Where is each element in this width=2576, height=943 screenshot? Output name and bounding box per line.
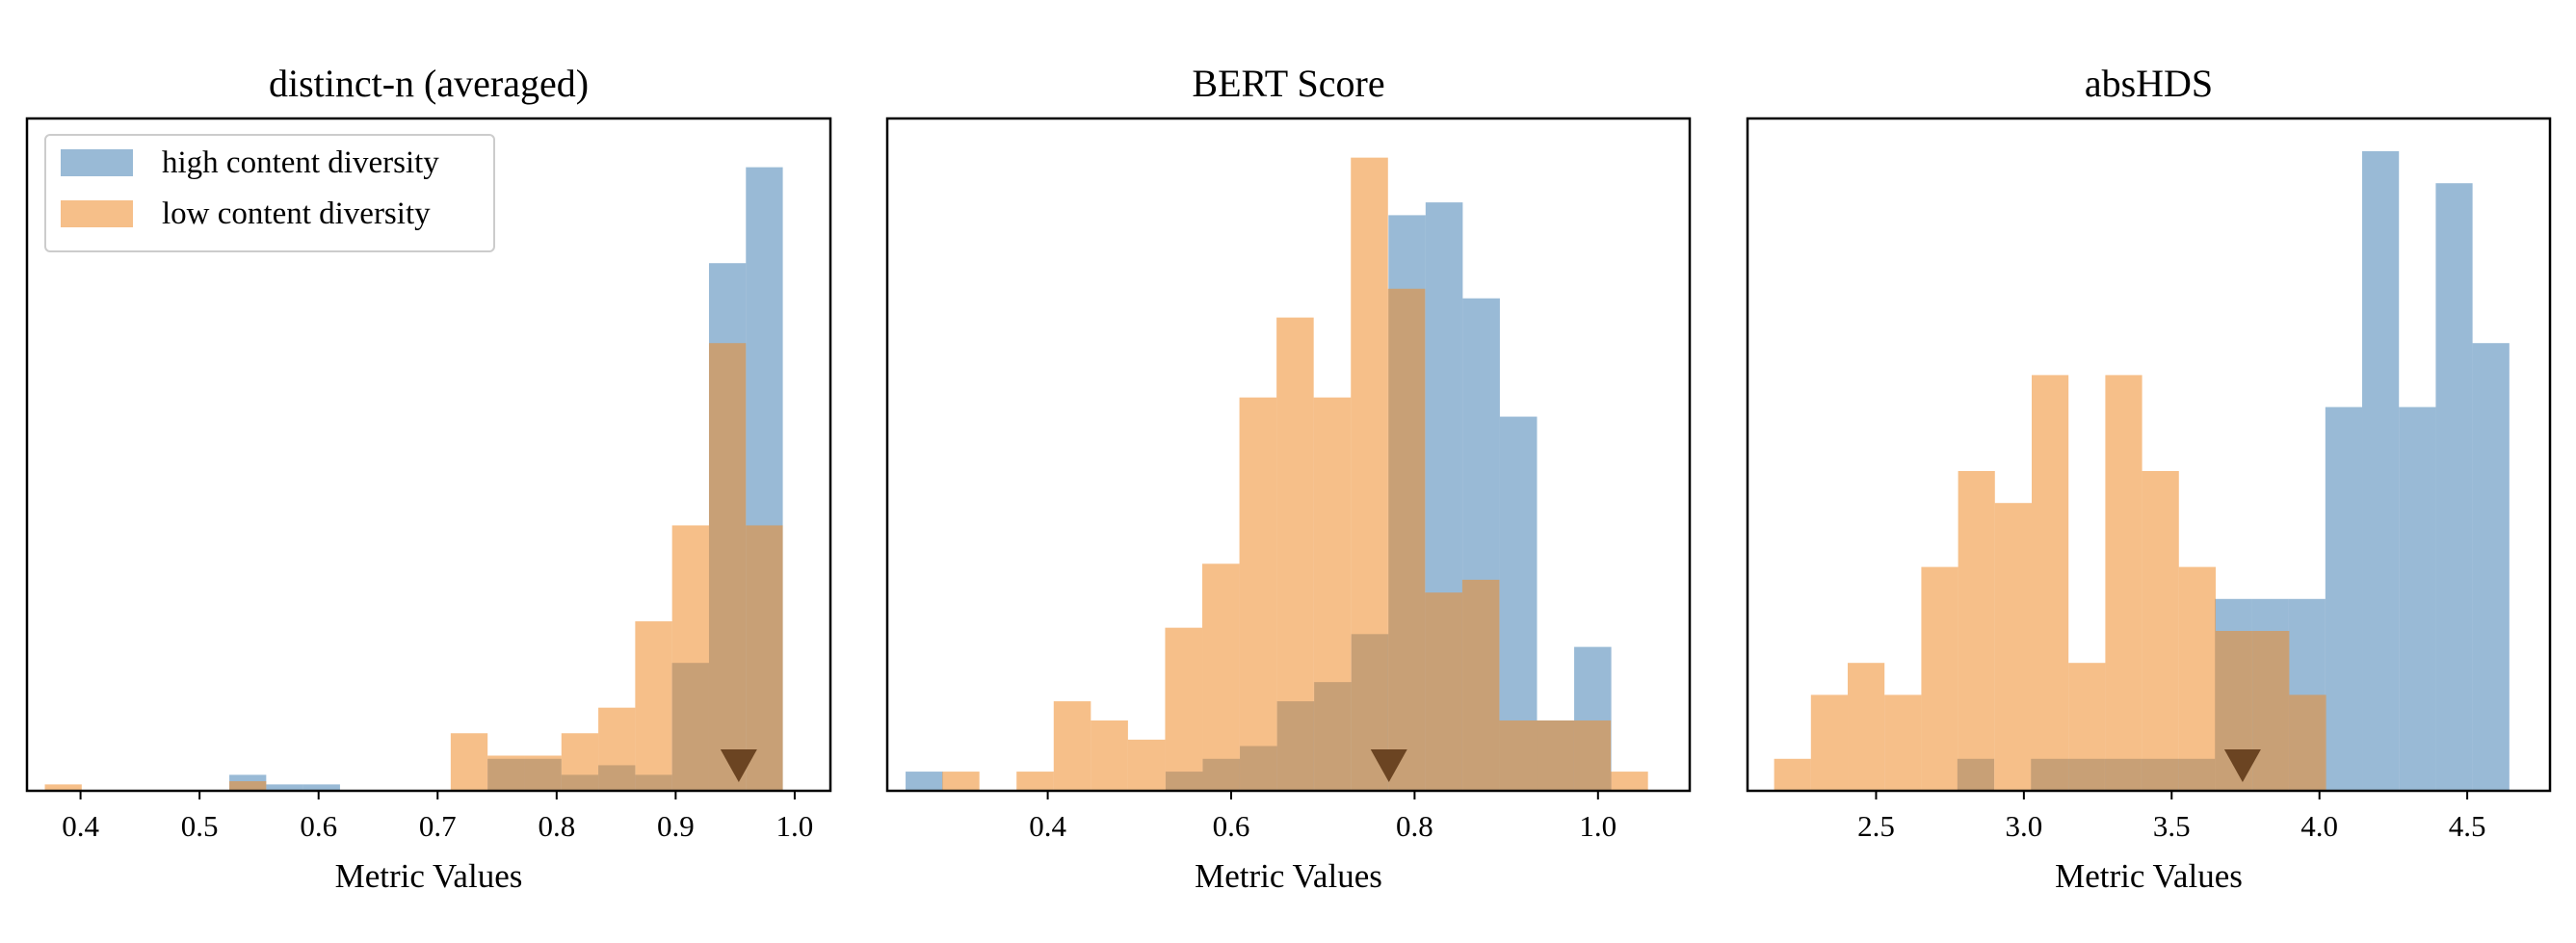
x-axis-label: Metric Values <box>1195 857 1382 895</box>
legend-label: high content diversity <box>162 145 439 180</box>
x-axis-label: Metric Values <box>2055 857 2243 895</box>
axes-frame <box>1746 117 2552 793</box>
bar-low-content-diversity-0 <box>942 772 980 791</box>
chart-title: BERT Score <box>1192 62 1384 105</box>
bar-low-content-diversity-4 <box>1921 566 1958 791</box>
chart-panel-3: 2.5 3.0 3.5 4.0 4.5 absHDS Metric Values <box>1746 62 2552 895</box>
bar-low-content-diversity-7 <box>2032 375 2069 791</box>
bar-low-content-diversity-6 <box>1165 627 1203 791</box>
x-tick-label: 0.5 <box>181 809 219 843</box>
bar-low-content-diversity-19 <box>746 525 783 791</box>
x-axis-label: Metric Values <box>335 857 523 895</box>
x-tick-label: 0.4 <box>1029 809 1066 843</box>
bar-low-content-diversity-0 <box>44 784 82 791</box>
bar-low-content-diversity-15 <box>1499 720 1538 791</box>
x-tick-label: 3.5 <box>2153 809 2191 843</box>
bar-low-content-diversity-16 <box>1537 720 1574 791</box>
bar-low-content-diversity-5 <box>229 781 267 791</box>
marker-triangle <box>1370 749 1407 782</box>
bar-low-content-diversity-2 <box>1848 663 1885 791</box>
x-tick-label: 0.6 <box>1213 809 1250 843</box>
x-tick-label: 4.5 <box>2449 809 2486 843</box>
x-tick-label: 4.0 <box>2300 809 2338 843</box>
x-tick-label: 0.8 <box>538 809 575 843</box>
bar-low-content-diversity-12 <box>487 755 525 791</box>
axes-frame <box>25 117 832 793</box>
bar-high-content-diversity-10 <box>2325 406 2363 791</box>
x-tick-label: 1.0 <box>1579 809 1617 843</box>
bar-low-content-diversity-5 <box>1958 471 1995 791</box>
bar-high-content-diversity-2 <box>302 784 340 791</box>
bar-low-content-diversity-9 <box>2105 375 2142 791</box>
bar-low-content-diversity-2 <box>1016 772 1054 791</box>
bar-low-content-diversity-0 <box>1774 758 1811 791</box>
bar-low-content-diversity-1 <box>1810 694 1849 791</box>
x-tick-label: 2.5 <box>1857 809 1895 843</box>
bar-low-content-diversity-7 <box>1202 563 1240 791</box>
bar-high-content-diversity-13 <box>2435 183 2473 791</box>
legend-swatch-low-content-diversity <box>61 200 133 227</box>
bar-low-content-diversity-17 <box>1573 720 1612 791</box>
bar-low-content-diversity-8 <box>2068 663 2106 791</box>
bar-low-content-diversity-18 <box>1611 772 1648 791</box>
bar-low-content-diversity-14 <box>1461 579 1500 791</box>
bar-low-content-diversity-11 <box>450 733 488 791</box>
legend-box <box>44 134 495 252</box>
axes-frame <box>885 117 1692 793</box>
chart-panel-2: 0.4 0.6 0.8 1.0 BERT Score Metric Values <box>885 62 1692 895</box>
x-tick-label: 0.4 <box>62 809 99 843</box>
bar-high-content-diversity-1 <box>266 784 303 791</box>
marker-triangle <box>2223 749 2261 782</box>
bar-low-content-diversity-6 <box>1994 503 2033 791</box>
marker-triangle <box>720 749 757 782</box>
legend: high content diversity low content divers… <box>44 134 495 252</box>
bar-low-content-diversity-13 <box>1425 592 1462 791</box>
x-tick-label: 3.0 <box>2005 809 2042 843</box>
legend-swatch-high-content-diversity <box>61 149 133 176</box>
bar-high-content-diversity-11 <box>2362 151 2400 791</box>
chart-panel-1: 0.4 0.5 0.6 0.7 0.8 0.9 1.0 distinct-n (average… <box>25 62 832 895</box>
bar-low-content-diversity-5 <box>1127 739 1166 791</box>
x-tick-label: 0.9 <box>657 809 695 843</box>
x-tick-label: 1.0 <box>776 809 814 843</box>
x-tick-label: 0.6 <box>300 809 337 843</box>
bar-low-content-diversity-10 <box>2142 471 2179 791</box>
bar-low-content-diversity-17 <box>671 525 709 791</box>
bar-low-content-diversity-8 <box>1239 397 1277 791</box>
bar-low-content-diversity-16 <box>635 621 672 791</box>
x-tick-label: 0.7 <box>419 809 457 843</box>
bar-low-content-diversity-3 <box>1053 701 1091 791</box>
chart-title: distinct-n (averaged) <box>269 62 589 105</box>
x-tick-label: 0.8 <box>1396 809 1433 843</box>
bar-low-content-diversity-4 <box>1091 720 1128 791</box>
bar-low-content-diversity-9 <box>1276 317 1314 791</box>
chart-title: absHDS <box>2085 62 2213 105</box>
bar-low-content-diversity-11 <box>2178 566 2216 791</box>
bar-low-content-diversity-11 <box>1351 157 1388 791</box>
bar-high-content-diversity-14 <box>2472 343 2510 791</box>
bar-low-content-diversity-18 <box>708 343 747 791</box>
bar-low-content-diversity-10 <box>1313 397 1352 791</box>
bar-low-content-diversity-3 <box>1884 694 1922 791</box>
bar-low-content-diversity-13 <box>524 755 562 791</box>
bar-high-content-diversity-12 <box>2399 406 2436 791</box>
bar-low-content-diversity-15 <box>598 707 636 791</box>
bar-low-content-diversity-12 <box>1387 288 1426 791</box>
legend-label: low content diversity <box>162 196 431 231</box>
bar-low-content-diversity-14 <box>561 733 599 791</box>
bar-low-content-diversity-13 <box>2252 631 2290 791</box>
bar-high-content-diversity-0 <box>906 772 943 791</box>
bar-low-content-diversity-14 <box>2289 694 2326 791</box>
